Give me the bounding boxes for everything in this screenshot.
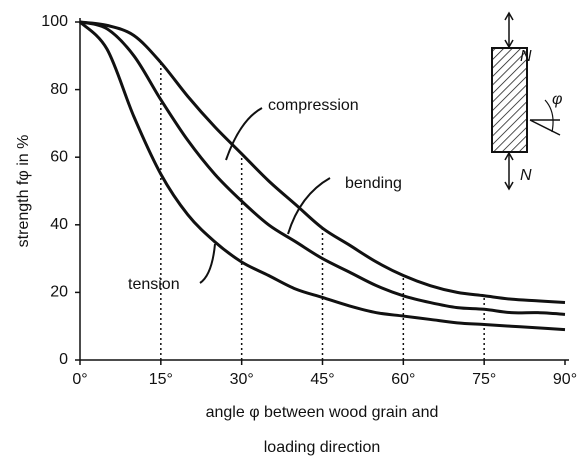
x-axis-label: angle φ between wood grain and xyxy=(206,404,439,421)
x-tick-label: 60° xyxy=(391,371,415,388)
leader-line xyxy=(287,177,331,235)
x-axis-label: loading direction xyxy=(264,439,381,456)
load-diagram: N N φ xyxy=(491,11,562,191)
x-tick-label: 45° xyxy=(310,371,334,388)
force-label: N xyxy=(520,48,532,65)
angle-lines xyxy=(529,119,561,136)
x-tick-label: 0° xyxy=(72,371,87,388)
y-tick-label: 60 xyxy=(50,148,68,165)
arrow-head xyxy=(504,11,514,49)
arrow-head xyxy=(504,151,514,191)
y-tick-label: 0 xyxy=(59,351,68,368)
angle-label: φ xyxy=(552,91,562,108)
y-tick-label: 20 xyxy=(50,284,68,301)
x-tick-label: 90° xyxy=(553,371,577,388)
curve xyxy=(79,20,566,316)
leader-line xyxy=(225,107,263,161)
series-label: bending xyxy=(345,175,402,192)
y-tick-label: 100 xyxy=(41,13,68,30)
curve xyxy=(78,20,566,332)
y-tick-label: 80 xyxy=(50,81,68,98)
y-tick-label: 40 xyxy=(50,216,68,233)
angle-arc xyxy=(544,99,554,133)
x-tick-label: 15° xyxy=(149,371,173,388)
leader-line xyxy=(199,243,216,284)
x-tick-label: 75° xyxy=(472,371,496,388)
series-label: tension xyxy=(128,276,180,293)
x-tick-label: 30° xyxy=(230,371,254,388)
force-label: N xyxy=(520,167,532,184)
specimen xyxy=(491,47,528,153)
series-label: compression xyxy=(268,97,359,114)
y-axis-label: strength fφ in % xyxy=(15,135,32,248)
curve xyxy=(79,20,566,305)
